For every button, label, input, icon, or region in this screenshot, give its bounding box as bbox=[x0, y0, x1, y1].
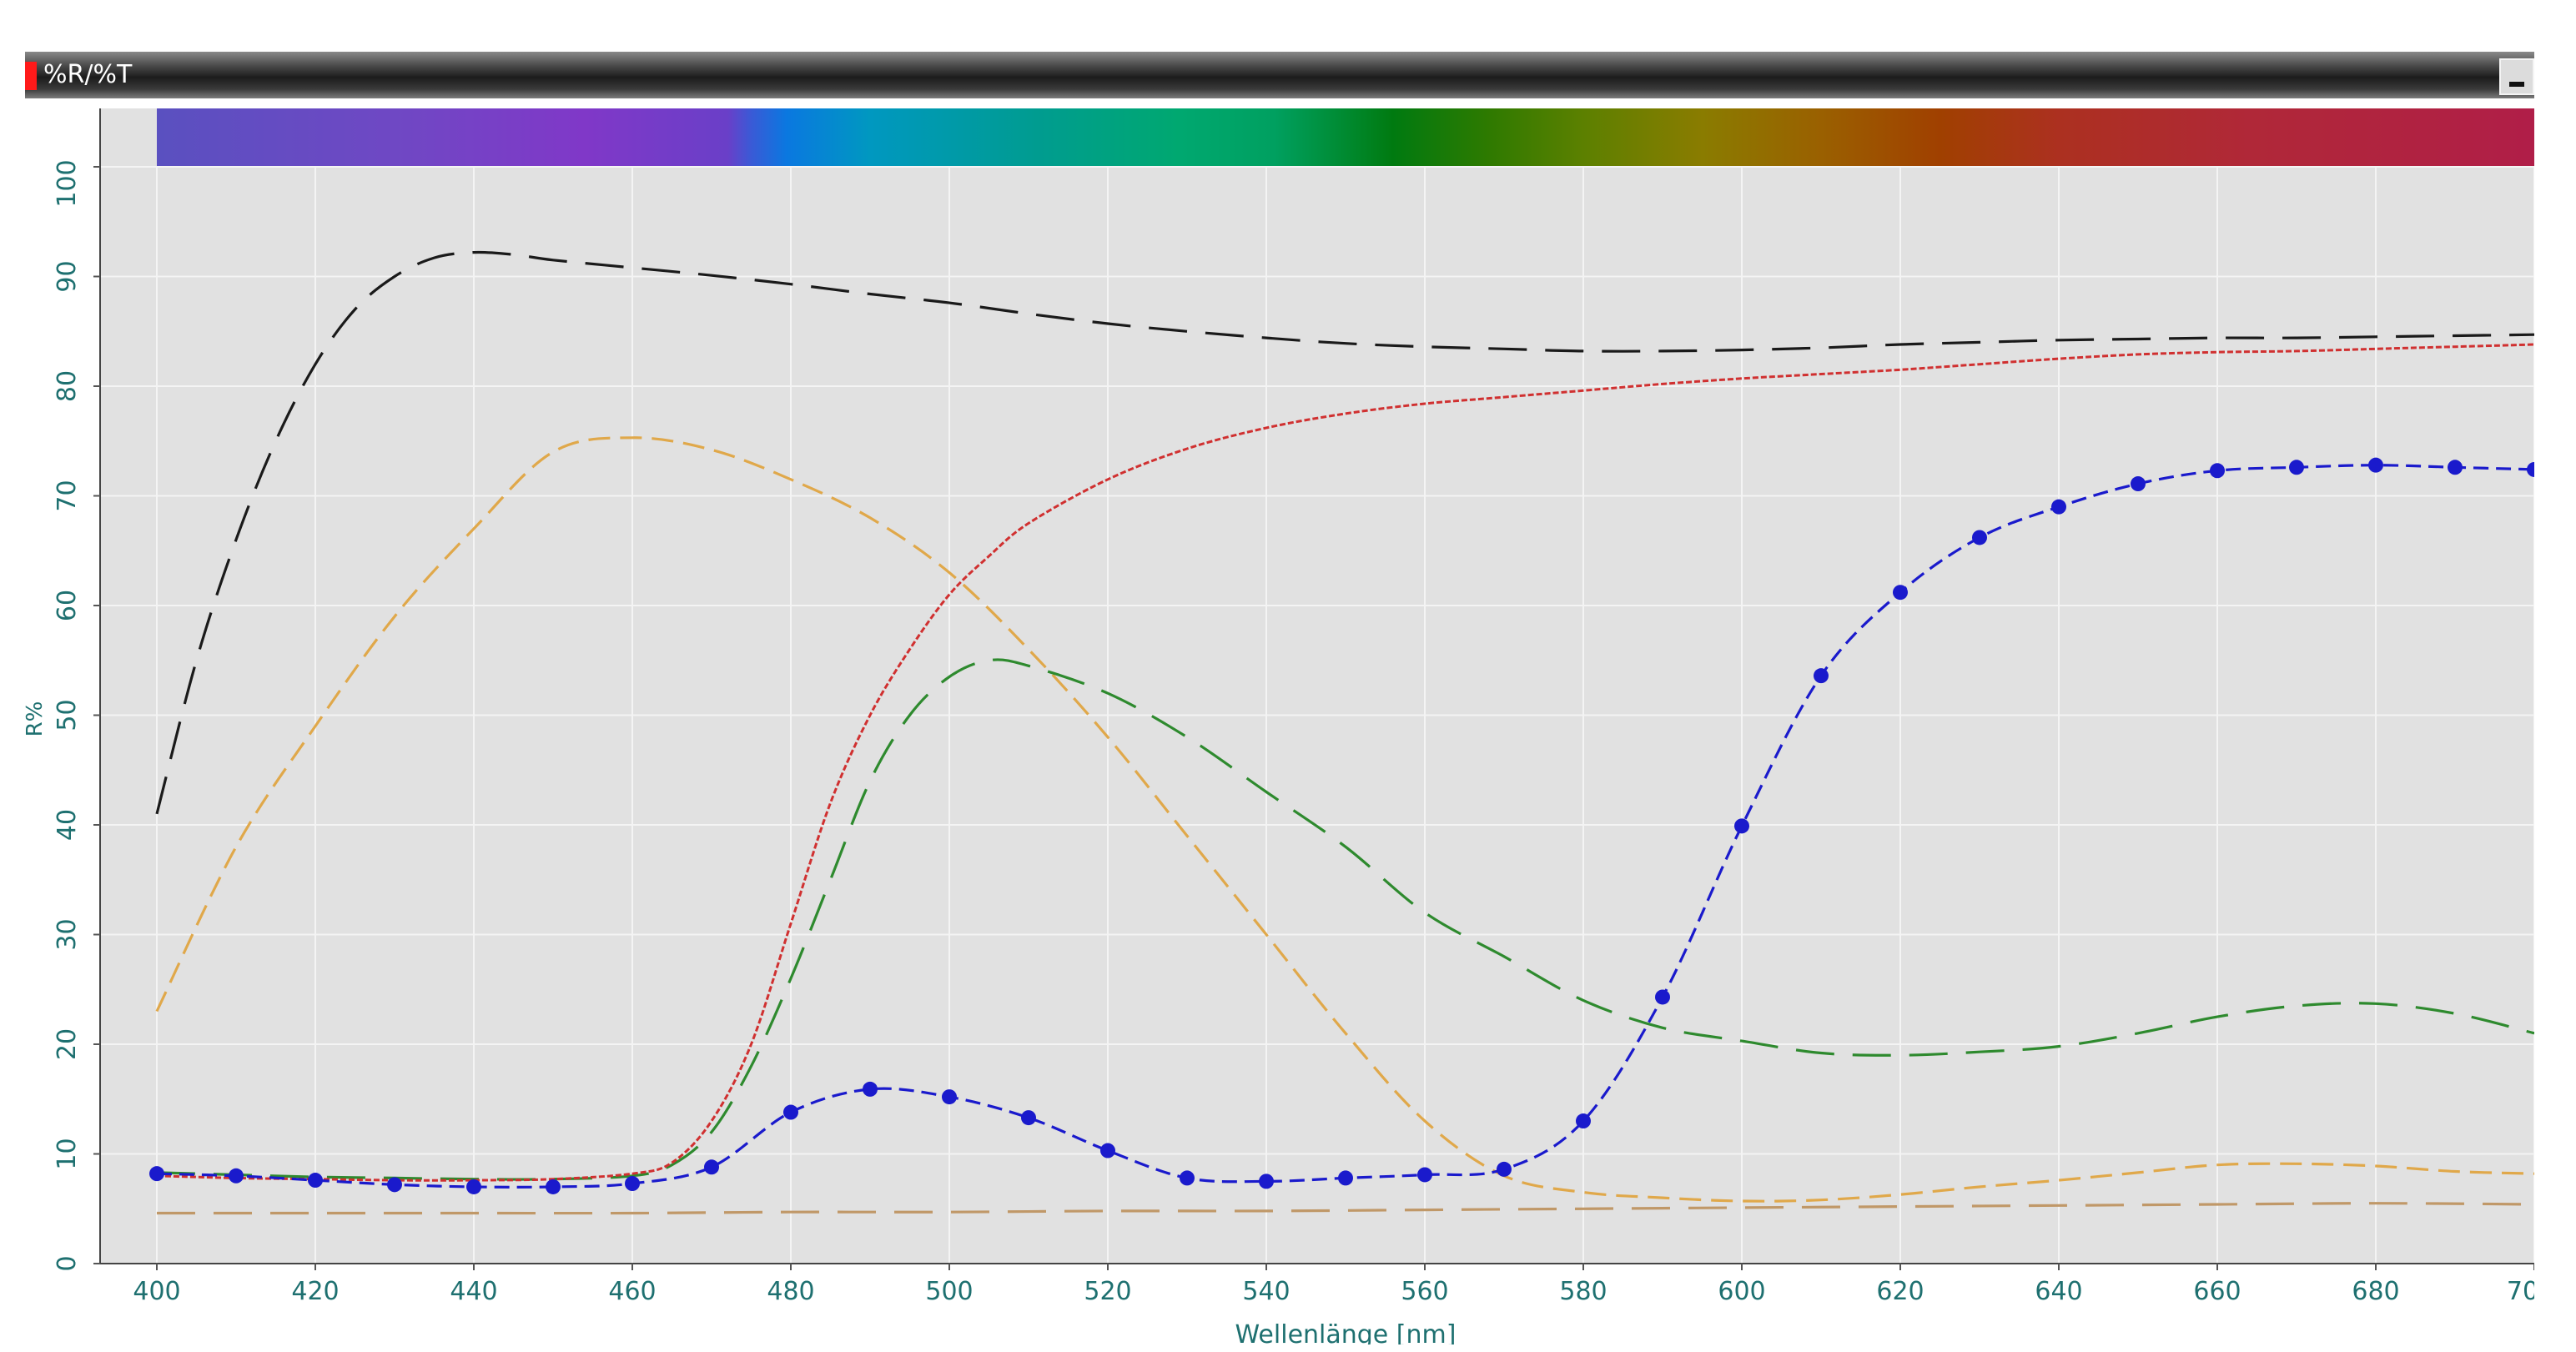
series-5-point bbox=[2051, 499, 2066, 515]
y-tick-label: 50 bbox=[53, 699, 82, 731]
x-tick-label: 560 bbox=[1401, 1277, 1448, 1306]
y-tick-label: 80 bbox=[53, 370, 82, 402]
title-marker bbox=[25, 62, 37, 90]
series-5-point bbox=[1497, 1161, 1512, 1177]
y-tick-label: 100 bbox=[53, 159, 82, 207]
spectrum-window: %R/%T bbox=[25, 52, 2534, 1344]
series-5-point bbox=[1100, 1143, 1115, 1158]
x-tick-label: 640 bbox=[2035, 1277, 2082, 1306]
y-tick-label: 70 bbox=[53, 480, 82, 511]
series-5-point bbox=[2210, 463, 2225, 479]
x-tick-label: 480 bbox=[767, 1277, 814, 1306]
x-tick-label: 520 bbox=[1084, 1277, 1131, 1306]
window-title: %R/%T bbox=[43, 60, 133, 89]
series-5-point bbox=[387, 1177, 402, 1193]
title-bar: %R/%T bbox=[25, 52, 2534, 98]
x-tick-label: 460 bbox=[608, 1277, 656, 1306]
series-5-point bbox=[2131, 476, 2146, 492]
series-5-point bbox=[942, 1089, 957, 1105]
x-axis-label: Wellenlänge [nm] bbox=[1235, 1320, 1457, 1344]
series-line-2 bbox=[155, 436, 2534, 1203]
series-5-point bbox=[1655, 989, 1670, 1005]
y-tick-label: 60 bbox=[53, 590, 82, 621]
reflectance-chart: 400 420 440 460 480 500 520 540 560 580 600 620 640 6… bbox=[25, 108, 2534, 1344]
series-5-point bbox=[863, 1081, 878, 1097]
series-5-point bbox=[546, 1179, 561, 1194]
series-5-point bbox=[1893, 585, 1908, 601]
series-5-point bbox=[1417, 1167, 1432, 1183]
x-tick-label: 600 bbox=[1718, 1277, 1765, 1306]
minimize-button[interactable] bbox=[2499, 58, 2534, 95]
spectrum-bar bbox=[157, 108, 2534, 167]
series-line-4 bbox=[156, 658, 2534, 1181]
y-tick-label: 10 bbox=[53, 1138, 82, 1169]
series-5-point bbox=[1814, 668, 1829, 684]
x-tick-label: 680 bbox=[2352, 1277, 2399, 1306]
series-5-point bbox=[1021, 1110, 1036, 1126]
series-5-point bbox=[704, 1159, 719, 1175]
x-tick-label: 500 bbox=[925, 1277, 973, 1306]
x-tick-label: 540 bbox=[1242, 1277, 1290, 1306]
series-line-1 bbox=[155, 250, 2534, 815]
x-tick-label: 70 bbox=[2507, 1277, 2534, 1306]
x-tick-label: 440 bbox=[450, 1277, 497, 1306]
series-5-point bbox=[1972, 530, 1987, 545]
series-5-point bbox=[2527, 461, 2534, 477]
y-tick-label: 30 bbox=[53, 918, 82, 950]
x-tick-label: 580 bbox=[1559, 1277, 1607, 1306]
series-5-point bbox=[2368, 457, 2383, 473]
y-tick-label: 40 bbox=[53, 809, 82, 841]
plot-corner bbox=[100, 108, 157, 167]
series-line-3 bbox=[156, 343, 2534, 1182]
series-5-point bbox=[2289, 460, 2304, 475]
series-5-point bbox=[466, 1179, 481, 1194]
series-5-point bbox=[1734, 818, 1749, 834]
minimize-icon bbox=[2509, 82, 2524, 87]
series-5-point bbox=[1180, 1170, 1195, 1186]
y-axis-label: R% bbox=[25, 701, 48, 737]
series-5-point bbox=[229, 1168, 244, 1184]
series-5-point bbox=[625, 1176, 640, 1192]
x-tick-label: 420 bbox=[291, 1277, 339, 1306]
y-tick-label: 90 bbox=[53, 260, 82, 292]
x-tick-label: 660 bbox=[2193, 1277, 2241, 1306]
y-tick-label: 0 bbox=[53, 1255, 82, 1271]
series-5-point bbox=[1259, 1174, 1274, 1189]
series-5-point bbox=[308, 1173, 323, 1189]
series-5-point bbox=[1576, 1113, 1591, 1129]
x-tick-label: 400 bbox=[133, 1277, 180, 1306]
y-tick-label: 20 bbox=[53, 1028, 82, 1060]
x-tick-label: 620 bbox=[1876, 1277, 1924, 1306]
series-5-point bbox=[783, 1104, 798, 1120]
series-5-point bbox=[149, 1166, 164, 1182]
series-line-5 bbox=[156, 464, 2534, 1189]
series-5-point bbox=[1338, 1170, 1353, 1186]
series-5-point bbox=[2448, 460, 2463, 475]
